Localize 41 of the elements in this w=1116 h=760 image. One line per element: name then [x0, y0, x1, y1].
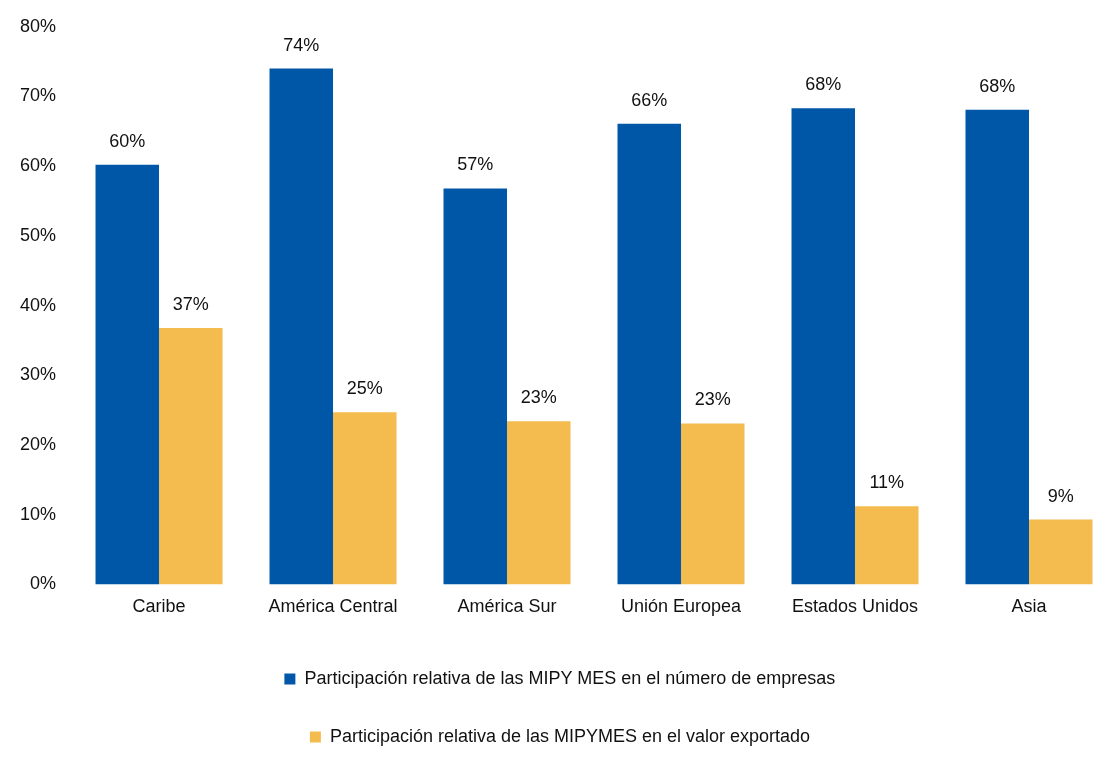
- y-tick-label: 20%: [20, 433, 57, 454]
- bar: [159, 327, 223, 585]
- data-label: 9%: [1047, 485, 1074, 506]
- bar: [1029, 519, 1093, 585]
- bar: [855, 506, 919, 585]
- x-tick-label: Unión Europea: [620, 596, 743, 617]
- y-tick-label: 40%: [20, 294, 57, 315]
- bar: [507, 421, 571, 585]
- data-label: 68%: [979, 75, 1016, 96]
- bar: [617, 123, 682, 585]
- y-tick-label: 0%: [30, 573, 57, 594]
- y-tick-label: 80%: [20, 15, 57, 36]
- bar: [443, 188, 508, 585]
- legend-label: Participación relativa de las MIPY MES en el número de empresas: [304, 667, 836, 688]
- data-label: 23%: [694, 389, 731, 410]
- data-label: 74%: [283, 34, 320, 55]
- x-tick-label: Estados Unidos: [791, 596, 919, 617]
- y-tick-label: 10%: [20, 503, 57, 524]
- x-tick-label: Caribe: [132, 596, 186, 617]
- bar: [791, 108, 856, 585]
- bar: [965, 109, 1029, 585]
- data-label: 11%: [869, 472, 905, 493]
- bar: [269, 68, 334, 585]
- bar: [333, 412, 397, 585]
- data-label: 37%: [172, 293, 209, 314]
- y-tick-label: 50%: [20, 224, 57, 245]
- y-tick-label: 30%: [20, 364, 57, 385]
- bar: [681, 423, 745, 585]
- data-label: 57%: [457, 154, 494, 175]
- data-label: 68%: [805, 74, 842, 95]
- x-tick-label: América Sur: [457, 596, 557, 617]
- y-tick-label: 60%: [20, 155, 57, 176]
- data-label: 23%: [520, 387, 557, 408]
- y-tick-label: 70%: [20, 85, 57, 106]
- data-label: 66%: [631, 89, 668, 110]
- bar: [95, 164, 160, 585]
- data-label: 25%: [346, 378, 383, 399]
- legend-label: Participación relativa de las MIPYMES en el valor exportado: [329, 725, 811, 746]
- x-tick-label: Asia: [1011, 596, 1048, 617]
- x-tick-label: América Central: [268, 596, 398, 617]
- data-label: 60%: [109, 130, 146, 151]
